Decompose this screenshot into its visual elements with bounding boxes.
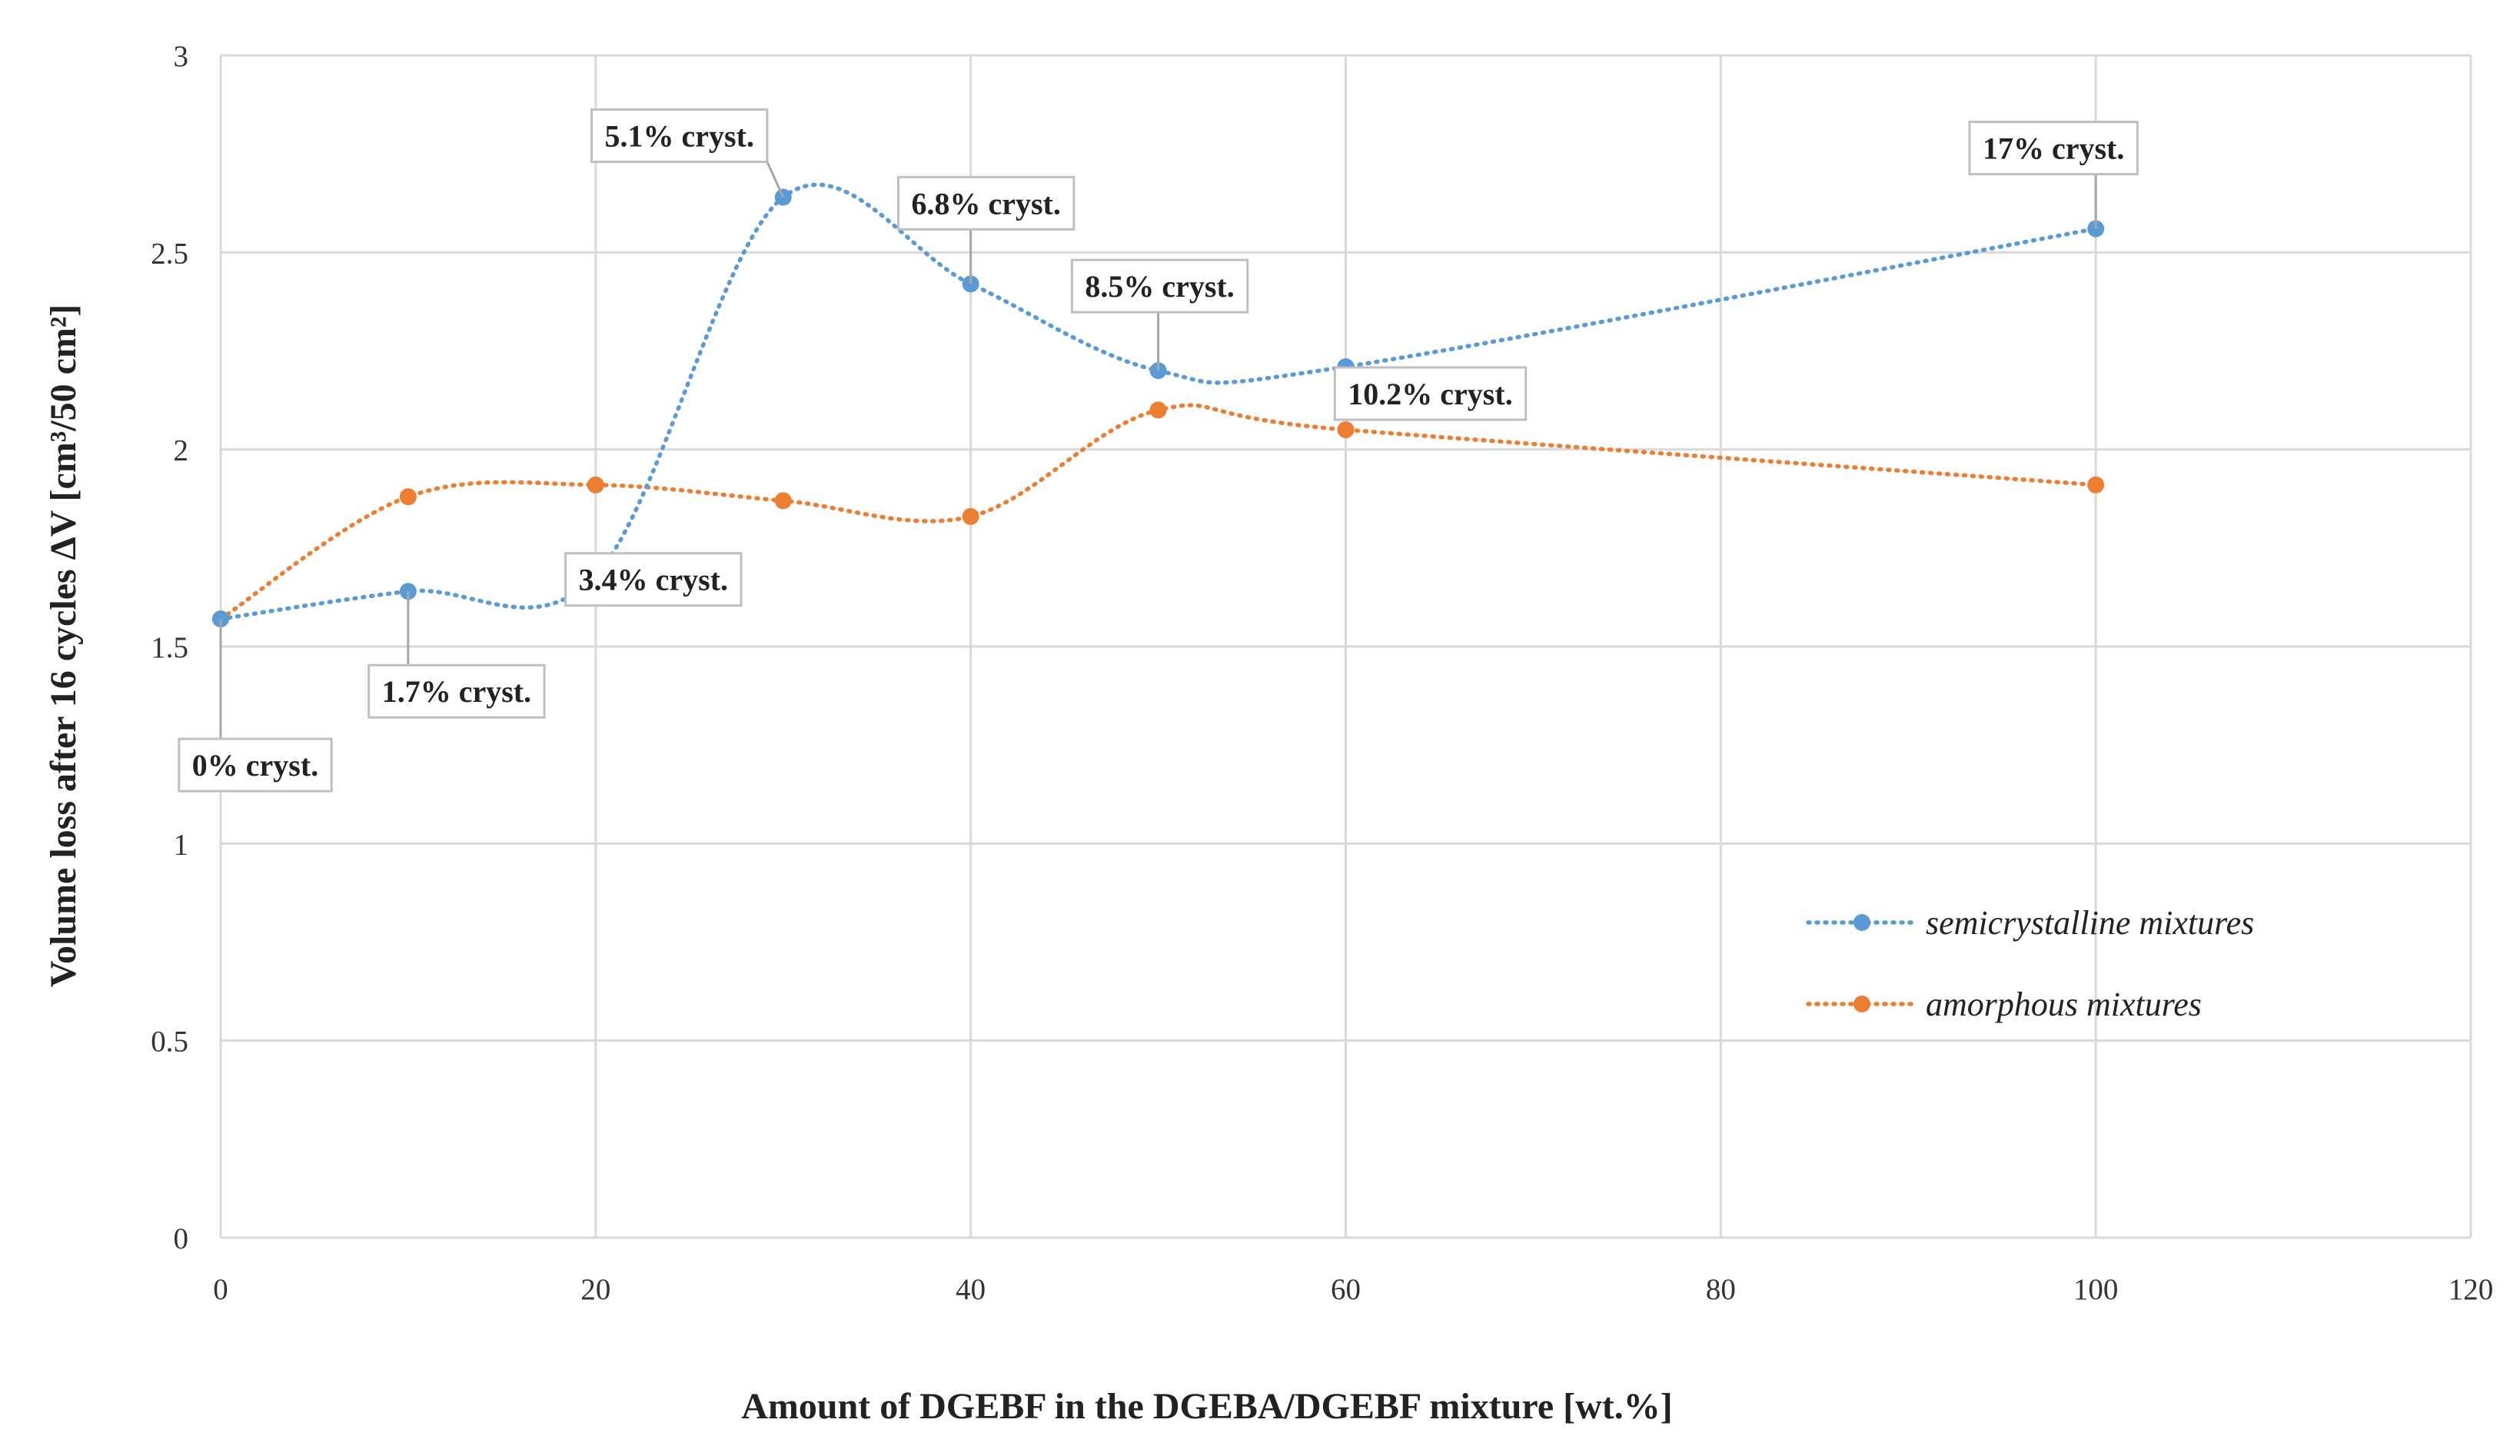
x-tick-label: 120 xyxy=(2449,1273,2494,1306)
crystallinity-callout: 17% cryst. xyxy=(1968,121,2139,229)
legend: semicrystalline mixtures amorphous mixtur… xyxy=(1806,904,2254,1023)
x-tick-label: 40 xyxy=(956,1273,986,1306)
amorphous-data-point xyxy=(774,492,792,510)
crystallinity-callout: 0% cryst. xyxy=(178,619,333,793)
amorphous-legend-label: amorphous mixtures xyxy=(1926,986,2202,1023)
callout-label: 10.2% cryst. xyxy=(1348,377,1512,411)
y-tick-label: 2 xyxy=(174,434,189,467)
x-tick-label: 80 xyxy=(1706,1273,1736,1306)
amorphous-data-point xyxy=(399,488,417,506)
callout-label: 3.4% cryst. xyxy=(579,563,728,597)
grid-lines xyxy=(219,54,2472,1239)
y-tick-label: 0 xyxy=(174,1222,189,1255)
y-tick-label: 3 xyxy=(174,40,189,73)
y-tick-label: 0.5 xyxy=(151,1026,188,1059)
y-axis-title: Volume loss after 16 cycles ΔV [cm³/50 c… xyxy=(43,304,84,987)
crystallinity-callout: 1.7% cryst. xyxy=(367,591,546,719)
semicrystalline-legend-marker xyxy=(1853,914,1870,931)
y-tick-label: 1.5 xyxy=(151,631,188,664)
amorphous-data-point xyxy=(587,476,604,494)
callout-label: 17% cryst. xyxy=(1983,131,2124,166)
x-tick-label: 0 xyxy=(213,1273,228,1306)
x-tick-label: 60 xyxy=(1331,1273,1361,1306)
amorphous-legend-marker xyxy=(1853,996,1870,1012)
callout-label: 1.7% cryst. xyxy=(382,674,531,709)
callout-label: 0% cryst. xyxy=(192,748,318,783)
crystallinity-callout: 10.2% cryst. xyxy=(1333,366,1528,421)
amorphous-data-point xyxy=(1337,421,1355,439)
amorphous-data-point xyxy=(1149,401,1167,419)
tick-labels: 0 0.5 1 1.5 2 2.5 3 0 20 40 60 80 100 120 xyxy=(151,40,2493,1306)
callout-label: 5.1% cryst. xyxy=(605,119,754,154)
y-tick-label: 1 xyxy=(174,828,189,861)
amorphous-data-point xyxy=(962,507,979,525)
crystallinity-callout: 8.5% cryst. xyxy=(1070,258,1249,371)
x-tick-label: 20 xyxy=(580,1273,610,1306)
amorphous-series-line xyxy=(218,403,2098,621)
semicrystalline-series-line xyxy=(218,182,2098,621)
amorphous-data-point xyxy=(2087,476,2105,494)
crystallinity-callout: 6.8% cryst. xyxy=(896,175,1075,284)
data-callouts: 0% cryst. 1.7% cryst. 3.4% cryst. 5.1% crys… xyxy=(178,108,2139,793)
callout-label: 6.8% cryst. xyxy=(911,186,1060,221)
x-tick-label: 100 xyxy=(2073,1273,2119,1306)
series-lines xyxy=(212,182,2105,628)
crystallinity-callout: 5.1% cryst. xyxy=(590,108,785,198)
crystallinity-callout: 3.4% cryst. xyxy=(564,552,743,607)
callout-label: 8.5% cryst. xyxy=(1085,269,1234,304)
x-axis-title: Amount of DGEBF in the DGEBA/DGEBF mixtu… xyxy=(741,1386,1673,1427)
y-tick-label: 2.5 xyxy=(151,237,188,270)
semicrystalline-legend-label: semicrystalline mixtures xyxy=(1926,904,2254,942)
